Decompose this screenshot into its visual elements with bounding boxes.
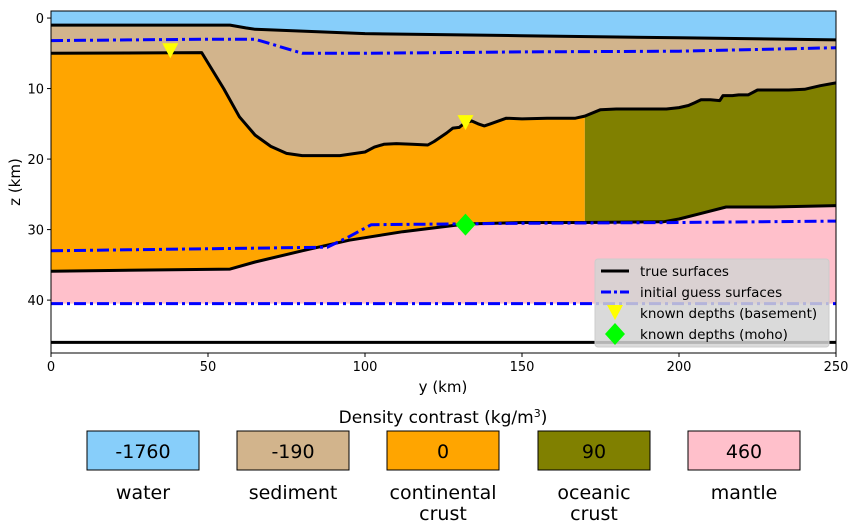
colorbar-box-oceanic	[537, 430, 651, 471]
colorbar-name: sediment	[249, 482, 338, 504]
colorbar-value: -190	[271, 441, 314, 463]
plot-frame	[50, 10, 837, 354]
colorbar-box-water	[86, 430, 200, 471]
x-tick-label: 0	[47, 360, 55, 375]
legend-swatch-basement	[607, 305, 623, 320]
colorbar-title-superscript: 3	[534, 407, 541, 420]
x-axis-ticks: 0 50 100 150 200 250	[47, 353, 849, 375]
true-seafloor-line	[51, 23, 836, 42]
legend-box	[594, 258, 830, 348]
legend-label: known depths (moho)	[640, 327, 788, 343]
oceanic-crust-layer	[584, 82, 836, 223]
colorbar-value: 90	[582, 441, 606, 463]
legend: true surfaces initial guess surfaces known…	[594, 258, 830, 348]
true-moho-line	[51, 221, 585, 273]
colorbar-box-mantle	[687, 430, 801, 471]
y-tick-label: 10	[27, 83, 44, 98]
legend-label: known depths (basement)	[640, 306, 817, 322]
y-tick-label: 0	[36, 12, 44, 27]
y-axis-ticks: 0 10 20 30 40	[27, 12, 51, 309]
colorbar-name-line2: crust	[419, 503, 467, 525]
y-tick-label: 20	[27, 153, 44, 168]
y-tick-label: 30	[27, 224, 44, 239]
x-tick-label: 50	[200, 360, 217, 375]
colorbar-name: oceanic	[557, 482, 630, 504]
water-layer	[51, 11, 836, 40]
colorbar-value: -1760	[115, 441, 170, 463]
true-basement-line	[51, 51, 836, 158]
colorbar-name-line2: crust	[570, 503, 618, 525]
x-tick-label: 150	[510, 360, 535, 375]
colorbar-name: water	[116, 482, 170, 504]
colorbar-title: Density contrast (kg/m3)	[339, 407, 548, 429]
colorbar-name: continental	[390, 482, 497, 504]
colorbar-box-sediment	[236, 430, 350, 471]
x-tick-label: 200	[667, 360, 692, 375]
colorbar-value: 0	[437, 441, 449, 463]
known-depth-basement-marker	[457, 115, 474, 131]
colorbar: -1760water-190sediment0continentalcrust9…	[86, 430, 801, 525]
colorbar-name: mantle	[711, 482, 778, 504]
plot-area	[51, 11, 836, 344]
x-tick-label: 250	[824, 360, 849, 375]
guess-basement-line	[51, 37, 836, 55]
known-depth-basement-marker	[162, 43, 179, 59]
true-oceanic-crust-base-line	[584, 204, 836, 224]
colorbar-value: 460	[726, 441, 762, 463]
colorbar-box-continental	[386, 430, 500, 471]
sediment-layer	[51, 25, 836, 156]
y-tick-label: 40	[27, 294, 44, 309]
y-axis-label: z (km)	[6, 158, 24, 206]
guess-moho-line	[51, 219, 836, 253]
x-axis-label: y (km)	[419, 378, 468, 396]
legend-label: true surfaces	[640, 264, 729, 280]
known-depth-moho-marker	[455, 213, 476, 236]
legend-swatch-moho	[605, 323, 625, 345]
legend-label: initial guess surfaces	[640, 285, 782, 301]
continental-crust-layer	[51, 52, 585, 272]
x-tick-label: 100	[353, 360, 378, 375]
